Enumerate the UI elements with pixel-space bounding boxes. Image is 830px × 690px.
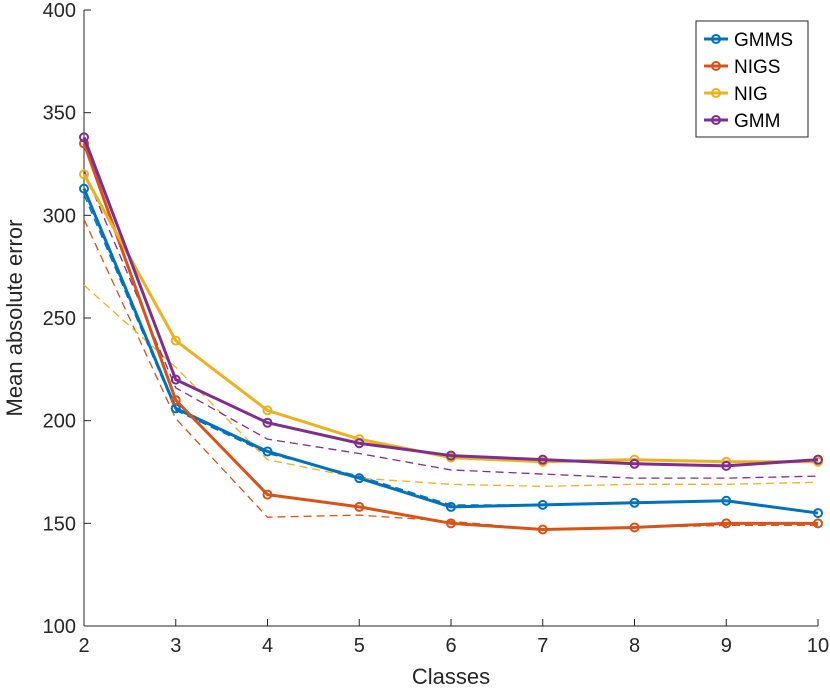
data-point: [170, 335, 181, 346]
x-tick-label: 6: [445, 635, 456, 657]
legend-marker: [711, 61, 721, 71]
legend-item-gmms: GMMS: [704, 30, 793, 51]
y-tick-label: 300: [43, 205, 76, 227]
dashed-series-line: [83, 219, 818, 531]
solid-lines: [79, 132, 823, 535]
data-point: [262, 405, 273, 416]
legend-marker: [711, 34, 721, 44]
y-tick-label: 400: [43, 0, 76, 22]
y-tick-label: 100: [43, 616, 76, 638]
x-tick-label: 2: [78, 635, 89, 657]
legend-item-nigs: NIGS: [704, 57, 780, 78]
legend-label: GMMS: [734, 30, 793, 51]
series-gmms: [79, 183, 823, 519]
legend-item-gmm: GMM: [704, 111, 780, 132]
data-point: [262, 446, 273, 457]
data-point: [79, 169, 89, 180]
data-point: [629, 497, 640, 508]
legend-label: GMM: [734, 111, 780, 132]
data-point: [446, 518, 456, 529]
data-point: [79, 183, 89, 194]
x-tick-label: 9: [721, 635, 732, 657]
data-point: [170, 395, 181, 406]
legend-marker: [711, 115, 721, 125]
legend-label: NIG: [734, 84, 768, 105]
data-point: [170, 374, 181, 385]
axes: 100 150 200 250 300 350 400 2 3 4 5 6 7 8 9 10: [43, 0, 830, 657]
x-tick-label: 5: [354, 635, 365, 657]
series-line: [82, 173, 818, 464]
legend-label: NIGS: [734, 57, 780, 78]
y-tick-label: 350: [43, 103, 76, 125]
data-point: [446, 450, 456, 461]
x-tick-label: 7: [537, 635, 548, 657]
data-point: [79, 132, 89, 143]
data-point: [446, 501, 456, 512]
data-point: [262, 417, 273, 428]
dashed-lines: [83, 169, 819, 531]
data-point: [721, 518, 732, 529]
dashed-series-line: [83, 284, 819, 488]
series-line: [82, 142, 818, 531]
y-tick-label: 200: [43, 411, 76, 433]
series-gmm: [79, 132, 823, 471]
x-tick-label: 8: [629, 635, 640, 657]
legend-marker: [711, 88, 721, 98]
series-nig: [79, 169, 823, 467]
data-point: [537, 524, 548, 535]
data-point: [813, 454, 823, 465]
y-tick-label: 250: [43, 308, 76, 330]
data-point: [262, 489, 273, 500]
data-point: [537, 454, 548, 465]
x-tick-label: 10: [807, 635, 829, 657]
series-nigs: [79, 138, 823, 535]
data-point: [813, 518, 823, 529]
y-tick-label: 150: [43, 513, 76, 535]
x-tick-label: 4: [262, 635, 273, 657]
legend-item-nig: NIG: [704, 84, 768, 105]
y-axis-label: Mean absolute error: [2, 220, 27, 417]
data-point: [629, 458, 640, 469]
series-line: [82, 188, 819, 515]
data-point: [354, 501, 365, 512]
data-point: [721, 495, 732, 506]
data-point: [354, 438, 365, 449]
x-tick-label: 3: [170, 635, 181, 657]
series-line: [82, 136, 819, 468]
data-point: [629, 522, 640, 533]
dashed-series-line: [83, 169, 819, 479]
data-point: [354, 473, 365, 484]
data-point: [537, 499, 548, 510]
x-axis-label: Classes: [412, 664, 490, 689]
data-point: [721, 460, 732, 471]
data-point: [813, 508, 823, 519]
legend: GMMS NIGS NIG GMM: [695, 20, 809, 138]
